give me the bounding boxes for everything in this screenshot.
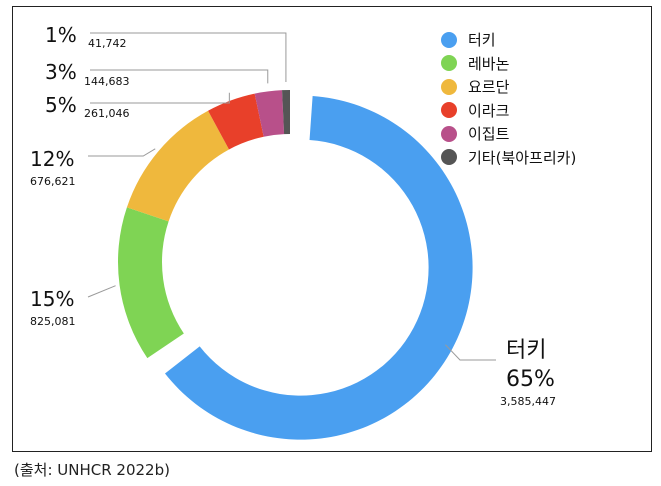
- legend-swatch-turkey: [441, 31, 457, 48]
- legend-label-jordan: 요르단: [468, 78, 510, 97]
- legend-label-iraq: 이라크: [468, 101, 510, 120]
- iraq-count-label: 261,046: [84, 107, 130, 120]
- legend-item-turkey: 터키: [441, 28, 576, 52]
- iraq-percent-label: 5%: [45, 93, 77, 117]
- lebanon-count-label: 825,081: [30, 315, 76, 328]
- leader-line-iraq: [90, 92, 230, 104]
- lebanon-percent-label: 15%: [30, 287, 74, 311]
- leader-line-jordan: [88, 148, 156, 157]
- turkey-name-label: 터키: [506, 338, 546, 363]
- legend-label-turkey: 터키: [468, 31, 496, 50]
- others-count-label: 41,742: [88, 37, 127, 50]
- source-note: (출처: UNHCR 2022b): [14, 461, 170, 479]
- legend-label-lebanon: 레바논: [468, 54, 510, 73]
- leader-lines: [87, 32, 496, 361]
- donut-slices: [118, 90, 473, 440]
- legend-swatch-lebanon: [441, 55, 457, 72]
- slice-others: [282, 90, 290, 135]
- jordan-percent-label: 12%: [30, 147, 74, 171]
- legend-swatch-others: [441, 149, 457, 166]
- legend-item-lebanon: 레바논: [441, 52, 576, 76]
- slice-turkey: [164, 96, 473, 440]
- legend-swatch-jordan: [441, 78, 457, 95]
- legend-item-jordan: 요르단: [441, 75, 576, 99]
- egypt-count-label: 144,683: [84, 75, 130, 88]
- legend-label-egypt: 이집트: [468, 125, 510, 144]
- legend-label-others: 기타(북아프리카): [468, 148, 577, 167]
- slice-egypt: [254, 90, 285, 137]
- leader-line-egypt: [90, 69, 269, 84]
- legend-item-others: 기타(북아프리카): [441, 146, 576, 170]
- legend-item-egypt: 이집트: [441, 122, 576, 146]
- egypt-percent-label: 3%: [45, 60, 77, 84]
- leader-line-others: [90, 32, 287, 83]
- slice-iraq: [208, 93, 264, 150]
- others-percent-label: 1%: [45, 23, 77, 47]
- chart-frame: [12, 6, 652, 452]
- legend-swatch-iraq: [441, 102, 457, 119]
- leader-line-lebanon: [87, 285, 116, 298]
- turkey-percent-label: 65%: [506, 367, 555, 392]
- jordan-count-label: 676,621: [30, 175, 76, 188]
- legend-swatch-egypt: [441, 125, 457, 142]
- chart-legend: 터키 레바논 요르단 이라크 이집트 기타(북아프리카): [441, 28, 576, 169]
- turkey-count-label: 3,585,447: [500, 395, 556, 408]
- slice-jordan: [126, 110, 230, 222]
- leader-line-turkey: [445, 344, 496, 361]
- legend-item-iraq: 이라크: [441, 99, 576, 123]
- slice-lebanon: [118, 207, 184, 359]
